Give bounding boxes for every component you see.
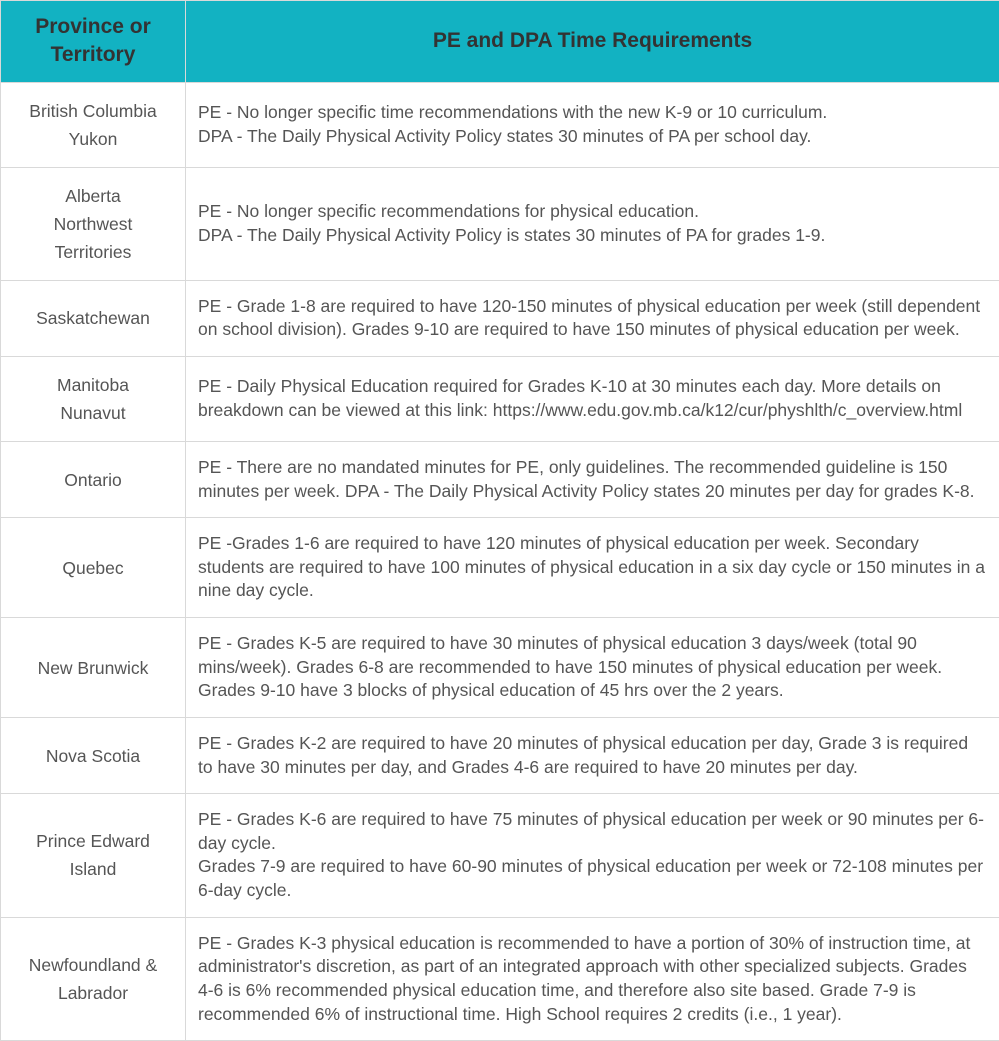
table-row: British ColumbiaYukonPE - No longer spec… xyxy=(1,82,999,167)
table-row: Prince Edward IslandPE - Grades K-6 are … xyxy=(1,794,999,918)
table-row: QuebecPE -Grades 1-6 are required to hav… xyxy=(1,518,999,618)
cell-requirements: PE -Grades 1-6 are required to have 120 … xyxy=(186,518,999,618)
cell-requirements: PE - Daily Physical Education required f… xyxy=(186,356,999,441)
cell-province: ManitobaNunavut xyxy=(1,356,186,441)
table-row: ManitobaNunavutPE - Daily Physical Educa… xyxy=(1,356,999,441)
table-row: SaskatchewanPE - Grade 1-8 are required … xyxy=(1,280,999,356)
table-header-row: Province or Territory PE and DPA Time Re… xyxy=(1,1,999,83)
cell-requirements: PE - No longer specific recommendations … xyxy=(186,167,999,280)
table-row: OntarioPE - There are no mandated minute… xyxy=(1,441,999,517)
col-header-requirements: PE and DPA Time Requirements xyxy=(186,1,999,83)
cell-requirements: PE - Grades K-3 physical education is re… xyxy=(186,917,999,1041)
cell-province: British ColumbiaYukon xyxy=(1,82,186,167)
cell-province: Ontario xyxy=(1,441,186,517)
table-row: Nova ScotiaPE - Grades K-2 are required … xyxy=(1,717,999,793)
cell-province: Newfoundland & Labrador xyxy=(1,917,186,1041)
table-body: British ColumbiaYukonPE - No longer spec… xyxy=(1,82,999,1041)
table-row: New BrunwickPE - Grades K-5 are required… xyxy=(1,618,999,718)
cell-province: Nova Scotia xyxy=(1,717,186,793)
cell-requirements: PE - No longer specific time recommendat… xyxy=(186,82,999,167)
cell-requirements: PE - Grades K-5 are required to have 30 … xyxy=(186,618,999,718)
col-header-province: Province or Territory xyxy=(1,1,186,83)
cell-province: AlbertaNorthwest Territories xyxy=(1,167,186,280)
cell-requirements: PE - Grades K-6 are required to have 75 … xyxy=(186,794,999,918)
table-row: Newfoundland & LabradorPE - Grades K-3 p… xyxy=(1,917,999,1041)
cell-province: Quebec xyxy=(1,518,186,618)
cell-province: New Brunwick xyxy=(1,618,186,718)
table-row: AlbertaNorthwest TerritoriesPE - No long… xyxy=(1,167,999,280)
cell-province: Saskatchewan xyxy=(1,280,186,356)
cell-province: Prince Edward Island xyxy=(1,794,186,918)
cell-requirements: PE - Grades K-2 are required to have 20 … xyxy=(186,717,999,793)
cell-requirements: PE - Grade 1-8 are required to have 120-… xyxy=(186,280,999,356)
cell-requirements: PE - There are no mandated minutes for P… xyxy=(186,441,999,517)
requirements-table: Province or Territory PE and DPA Time Re… xyxy=(0,0,999,1041)
